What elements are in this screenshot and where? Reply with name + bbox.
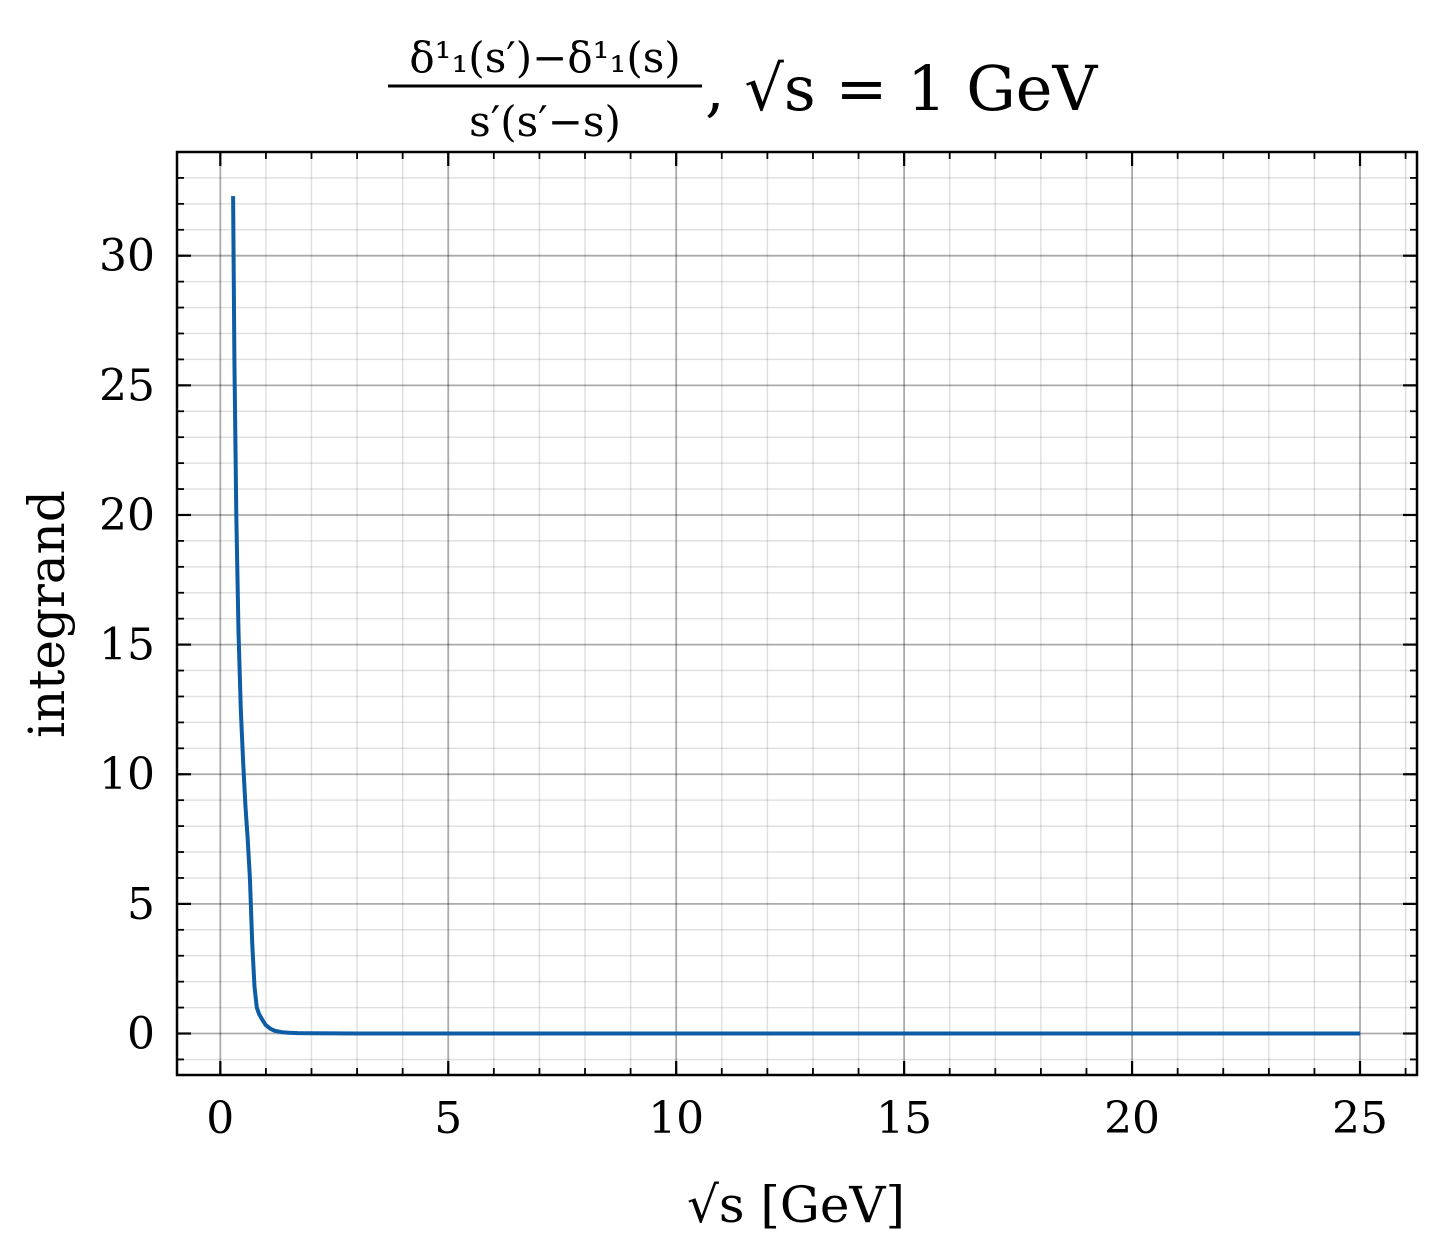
minor-grid (177, 151, 1417, 1075)
major-grid (177, 152, 1417, 1075)
y-tick-label: 15 (99, 620, 155, 671)
x-tick-label: 25 (1332, 1093, 1388, 1144)
y-tick-label: 5 (127, 879, 155, 930)
y-tick-label: 25 (99, 360, 155, 411)
y-axis-label: integrand (18, 490, 76, 738)
x-tick-labels: 0 5 10 15 20 25 (206, 1093, 1388, 1144)
x-tick-label: 10 (648, 1093, 704, 1144)
y-tick-label: 20 (99, 490, 155, 541)
x-tick-label: 20 (1104, 1093, 1160, 1144)
y-tick-label: 30 (99, 231, 155, 282)
series-line (231, 196, 1360, 1036)
chart-title: δ¹₁(s′)−δ¹₁(s) s′(s′−s) , √s = 1 GeV (388, 33, 1098, 146)
axis-ticks (177, 151, 1417, 1075)
title-numerator: δ¹₁(s′)−δ¹₁(s) (409, 33, 680, 82)
title-suffix: , √s = 1 GeV (705, 52, 1098, 125)
y-tick-label: 0 (127, 1009, 155, 1060)
x-tick-label: 15 (876, 1093, 932, 1144)
x-axis-label: √s [GeV] (687, 1176, 905, 1234)
x-tick-label: 0 (206, 1093, 234, 1144)
plot-frame (175, 150, 1419, 1077)
y-tick-labels: 0 5 10 15 20 25 30 (99, 231, 155, 1060)
y-tick-label: 10 (99, 749, 155, 800)
x-tick-label: 5 (434, 1093, 462, 1144)
series-layer (231, 196, 1360, 1036)
title-denominator: s′(s′−s) (469, 97, 621, 146)
